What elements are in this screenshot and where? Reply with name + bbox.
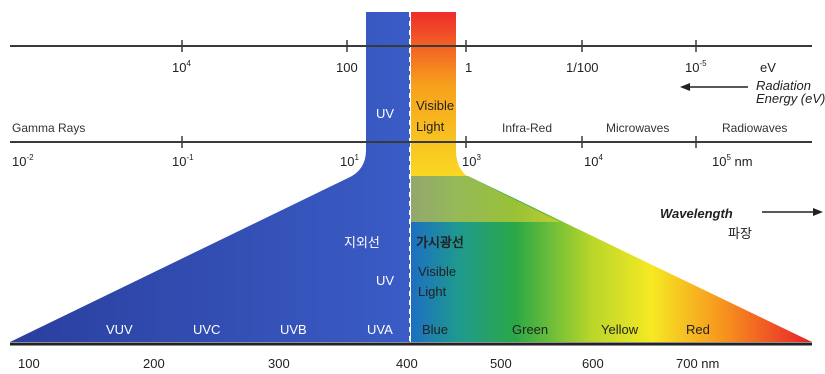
sub-band-uva: UVA (367, 322, 393, 337)
band-gamma: Gamma Rays (12, 121, 85, 135)
bottom-tick-200: 200 (143, 356, 165, 371)
wl-tick-3: 101 (340, 153, 359, 169)
wavelength-scale-tick-marks (181, 136, 697, 148)
energy-arrow (680, 83, 748, 91)
band-visible-2: Light (416, 119, 445, 134)
band-radiowaves: Radiowaves (722, 121, 787, 135)
energy-tick-2: 100 (336, 60, 358, 75)
bottom-tick-300: 300 (268, 356, 290, 371)
zoom-visible-korean: 가시광선 (416, 235, 464, 250)
wavelength-title: Wavelength (660, 206, 733, 221)
bottom-tick-100: 100 (18, 356, 40, 371)
zoom-visible-1: Visible (418, 264, 456, 279)
sub-band-uvb: UVB (280, 322, 307, 337)
visible-region-blend (411, 176, 560, 222)
energy-unit: eV (760, 60, 776, 75)
wl-tick-1: 10-2 (12, 153, 34, 169)
band-infrared: Infra-Red (502, 121, 552, 135)
wavelength-arrow (762, 208, 823, 216)
zoom-uv: UV (376, 273, 394, 288)
bottom-tick-700: 700 nm (676, 356, 719, 371)
wl-tick-2: 10-1 (172, 153, 194, 169)
bottom-tick-600: 600 (582, 356, 604, 371)
uv-region (10, 12, 410, 342)
energy-tick-4: 1/100 (566, 60, 599, 75)
bottom-tick-400: 400 (396, 356, 418, 371)
energy-tick-3: 1 (465, 60, 472, 75)
visible-region-top (411, 12, 470, 178)
band-microwaves: Microwaves (606, 121, 669, 135)
energy-caption-line1: Radiation (756, 78, 811, 93)
sub-band-uvc: UVC (193, 322, 220, 337)
band-visible-1: Visible (416, 98, 454, 113)
bottom-tick-500: 500 (490, 356, 512, 371)
sub-band-blue: Blue (422, 322, 448, 337)
energy-tick-1: 104 (172, 59, 191, 75)
wavelength-korean: 파장 (728, 226, 752, 241)
wl-tick-4: 103 (462, 153, 481, 169)
sub-band-red: Red (686, 322, 710, 337)
sub-band-vuv: VUV (106, 322, 133, 337)
energy-caption-line2: Energy (eV) (756, 91, 825, 106)
wl-tick-5: 104 (584, 153, 603, 169)
sub-band-green: Green (512, 322, 548, 337)
energy-axis-ticks-marks (181, 40, 697, 52)
sub-band-yellow: Yellow (601, 322, 639, 337)
zoom-uv-korean: 지외선 (344, 235, 380, 250)
band-uv: UV (376, 106, 394, 121)
energy-tick-5: 10-5 (685, 59, 707, 75)
wl-tick-6: 105 nm (712, 153, 753, 169)
zoom-visible-2: Light (418, 284, 447, 299)
